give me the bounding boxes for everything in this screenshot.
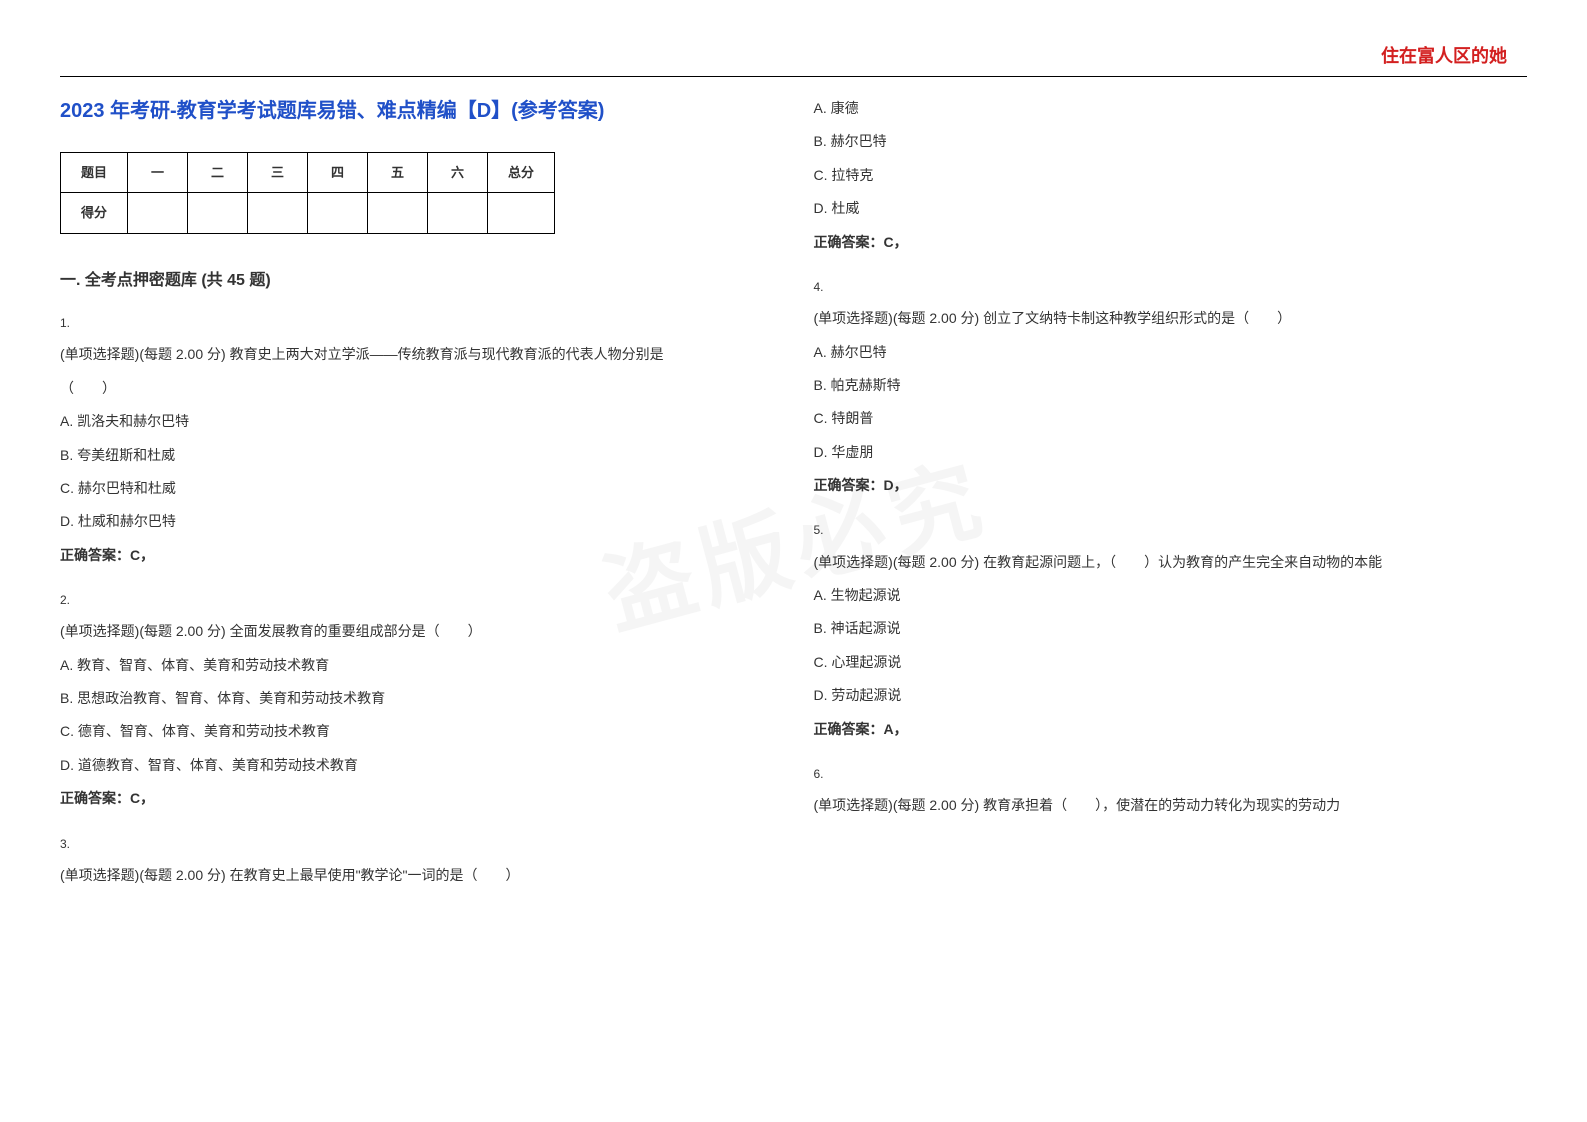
th-col: 四 — [308, 153, 368, 193]
question-number: 3. — [60, 832, 774, 857]
table-row: 得分 — [61, 193, 555, 233]
th-col: 一 — [128, 153, 188, 193]
option-b: B. 帕克赫斯特 — [814, 371, 1528, 400]
question-number: 2. — [60, 588, 774, 613]
section-heading: 一. 全考点押密题库 (共 45 题) — [60, 264, 774, 298]
option-c: C. 心理起源说 — [814, 648, 1528, 677]
question-blank: （ ） — [60, 374, 774, 403]
th-label: 题目 — [61, 153, 128, 193]
page-title: 2023 年考研-教育学考试题库易错、难点精编【D】(参考答案) — [60, 90, 774, 132]
td-empty — [188, 193, 248, 233]
option-d: D. 劳动起源说 — [814, 681, 1528, 710]
td-empty — [428, 193, 488, 233]
th-col: 五 — [368, 153, 428, 193]
option-b: B. 思想政治教育、智育、体育、美育和劳动技术教育 — [60, 684, 774, 713]
option-b: B. 神话起源说 — [814, 614, 1528, 643]
question-text: (单项选择题)(每题 2.00 分) 教育史上两大对立学派——传统教育派与现代教… — [60, 340, 774, 369]
header-label: 住在富人区的她 — [1381, 42, 1507, 68]
answer: 正确答案：D， — [814, 471, 1528, 500]
right-column: A. 康德 B. 赫尔巴特 C. 拉特克 D. 杜威 正确答案：C， 4. (单… — [814, 90, 1528, 894]
left-column: 2023 年考研-教育学考试题库易错、难点精编【D】(参考答案) 题目 一 二 … — [60, 90, 774, 894]
option-a: A. 教育、智育、体育、美育和劳动技术教育 — [60, 651, 774, 680]
th-col: 六 — [428, 153, 488, 193]
th-col: 二 — [188, 153, 248, 193]
option-a: A. 生物起源说 — [814, 581, 1528, 610]
option-d: D. 华虚朋 — [814, 438, 1528, 467]
option-d: D. 杜威和赫尔巴特 — [60, 507, 774, 536]
answer: 正确答案：A， — [814, 715, 1528, 744]
option-c: C. 特朗普 — [814, 404, 1528, 433]
td-empty — [368, 193, 428, 233]
option-a: A. 赫尔巴特 — [814, 338, 1528, 367]
option-a: A. 凯洛夫和赫尔巴特 — [60, 407, 774, 436]
td-empty — [248, 193, 308, 233]
answer: 正确答案：C， — [60, 784, 774, 813]
question-text: (单项选择题)(每题 2.00 分) 创立了文纳特卡制这种教学组织形式的是（ ） — [814, 304, 1528, 333]
td-empty — [128, 193, 188, 233]
content-area: 2023 年考研-教育学考试题库易错、难点精编【D】(参考答案) 题目 一 二 … — [60, 90, 1527, 894]
option-c: C. 德育、智育、体育、美育和劳动技术教育 — [60, 717, 774, 746]
question-number: 1. — [60, 311, 774, 336]
option-d: D. 道德教育、智育、体育、美育和劳动技术教育 — [60, 751, 774, 780]
option-c: C. 拉特克 — [814, 161, 1528, 190]
option-d: D. 杜威 — [814, 194, 1528, 223]
th-total: 总分 — [488, 153, 555, 193]
question-text: (单项选择题)(每题 2.00 分) 教育承担着（ ），使潜在的劳动力转化为现实… — [814, 791, 1528, 820]
table-row: 题目 一 二 三 四 五 六 总分 — [61, 153, 555, 193]
td-empty — [488, 193, 555, 233]
score-table: 题目 一 二 三 四 五 六 总分 得分 — [60, 152, 555, 234]
top-divider — [60, 76, 1527, 77]
option-b: B. 夸美纽斯和杜威 — [60, 441, 774, 470]
question-text: (单项选择题)(每题 2.00 分) 全面发展教育的重要组成部分是（ ） — [60, 617, 774, 646]
td-empty — [308, 193, 368, 233]
th-col: 三 — [248, 153, 308, 193]
option-b: B. 赫尔巴特 — [814, 127, 1528, 156]
option-a: A. 康德 — [814, 94, 1528, 123]
question-number: 6. — [814, 762, 1528, 787]
answer: 正确答案：C， — [814, 228, 1528, 257]
question-number: 5. — [814, 518, 1528, 543]
answer: 正确答案：C， — [60, 541, 774, 570]
question-number: 4. — [814, 275, 1528, 300]
question-text: (单项选择题)(每题 2.00 分) 在教育史上最早使用"教学论"一词的是（ ） — [60, 861, 774, 890]
th-score: 得分 — [61, 193, 128, 233]
question-text: (单项选择题)(每题 2.00 分) 在教育起源问题上，（ ）认为教育的产生完全… — [814, 548, 1528, 577]
option-c: C. 赫尔巴特和杜威 — [60, 474, 774, 503]
